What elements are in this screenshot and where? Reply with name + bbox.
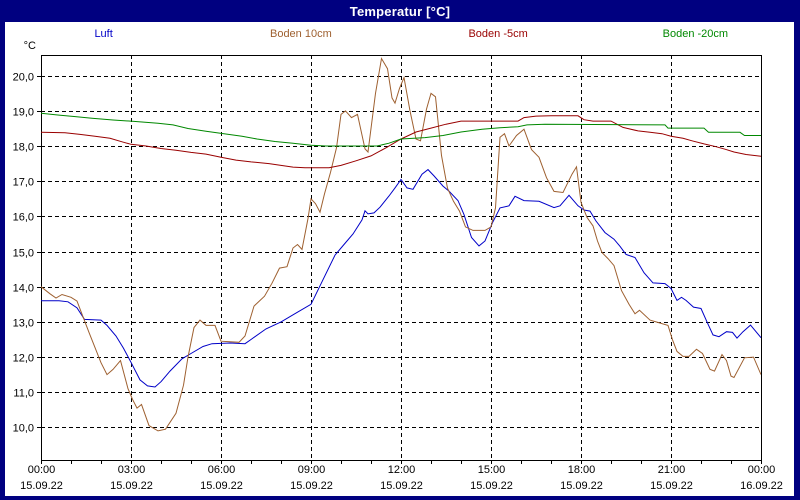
y-tick-label: 14,0	[13, 283, 34, 295]
y-tick-label: 13,0	[13, 318, 34, 330]
series-line-boden-20cm	[41, 112, 761, 147]
x-tick-time-label: 00:00	[748, 464, 776, 476]
x-tick-time-label: 12:00	[388, 464, 416, 476]
legend-label-boden-10cm: Boden 10cm	[269, 28, 332, 40]
x-tick-date-label: 15.09.22	[560, 480, 603, 492]
y-tick-label: 10,0	[13, 423, 34, 435]
x-tick-time-label: 18:00	[568, 464, 596, 476]
y-tick-label: 17,0	[13, 177, 34, 189]
x-tick-date-label: 15.09.22	[290, 480, 333, 492]
x-tick-date-label: 15.09.22	[380, 480, 423, 492]
y-tick-label: 16,0	[13, 212, 34, 224]
x-tick-time-label: 09:00	[298, 464, 326, 476]
x-tick-date-label: 15.09.22	[20, 480, 63, 492]
title-bar: Temperatur [°C]	[0, 0, 800, 22]
y-axis-unit-label: °C	[24, 40, 36, 52]
x-tick-date-label: 16.09.22	[740, 480, 783, 492]
y-tick-label: 20,0	[13, 72, 34, 84]
y-tick-label: 19,0	[13, 107, 34, 119]
x-tick-time-label: 03:00	[118, 464, 146, 476]
y-tick-label: 12,0	[13, 353, 34, 365]
chart-panel	[5, 22, 794, 496]
legend-item-boden-minus5cm: Boden -5cm	[400, 26, 597, 42]
legend: Luft Boden 10cm Boden -5cm Boden -20cm	[5, 26, 794, 42]
y-tick-label: 11,0	[13, 388, 34, 400]
chart-title: Temperatur [°C]	[349, 3, 451, 19]
y-tick-label: 18,0	[13, 142, 34, 154]
series-line-boden-5cm	[41, 115, 761, 169]
legend-item-boden-10cm: Boden 10cm	[202, 26, 399, 42]
legend-label-boden-minus5cm: Boden -5cm	[468, 28, 528, 40]
x-tick-time-label: 21:00	[658, 464, 686, 476]
x-tick-date-label: 15.09.22	[650, 480, 693, 492]
plot-border	[41, 55, 762, 461]
legend-item-luft: Luft	[5, 26, 202, 42]
x-tick-time-label: 15:00	[478, 464, 506, 476]
x-tick-date-label: 15.09.22	[200, 480, 243, 492]
x-tick-date-label: 15.09.22	[470, 480, 513, 492]
legend-item-boden-minus20cm: Boden -20cm	[597, 26, 794, 42]
series-line-luft	[41, 168, 761, 388]
legend-label-luft: Luft	[94, 28, 113, 40]
series-line-boden-10cm	[41, 57, 761, 432]
legend-label-boden-minus20cm: Boden -20cm	[662, 28, 729, 40]
y-tick-label: 15,0	[13, 248, 34, 260]
x-tick-time-label: 00:00	[28, 464, 56, 476]
x-tick-time-label: 06:00	[208, 464, 236, 476]
x-tick-date-label: 15.09.22	[110, 480, 153, 492]
